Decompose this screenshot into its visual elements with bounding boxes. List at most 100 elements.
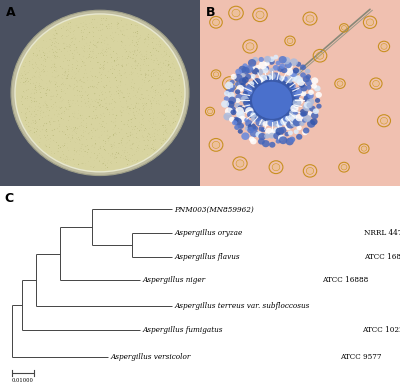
Circle shape: [230, 85, 236, 90]
Circle shape: [246, 76, 298, 124]
Circle shape: [240, 73, 245, 77]
Circle shape: [262, 75, 269, 82]
Circle shape: [252, 68, 259, 75]
Circle shape: [308, 90, 314, 95]
Circle shape: [293, 110, 298, 115]
Circle shape: [237, 160, 243, 167]
Circle shape: [248, 123, 256, 131]
Circle shape: [276, 61, 281, 65]
Circle shape: [278, 56, 287, 64]
Circle shape: [234, 125, 240, 130]
Circle shape: [288, 131, 293, 135]
Circle shape: [284, 76, 292, 83]
Circle shape: [268, 72, 276, 80]
Circle shape: [258, 77, 264, 83]
Circle shape: [290, 70, 297, 77]
Circle shape: [300, 64, 306, 70]
Text: ATCC 1022: ATCC 1022: [362, 326, 400, 334]
Circle shape: [294, 87, 302, 95]
Circle shape: [251, 115, 258, 122]
Circle shape: [266, 120, 272, 125]
Circle shape: [305, 69, 310, 74]
Circle shape: [287, 78, 293, 83]
Circle shape: [242, 77, 249, 83]
Circle shape: [296, 62, 301, 67]
Circle shape: [256, 131, 262, 137]
Circle shape: [239, 78, 247, 85]
Circle shape: [300, 91, 306, 97]
Circle shape: [233, 10, 239, 16]
Circle shape: [235, 89, 240, 94]
Circle shape: [307, 16, 313, 21]
Circle shape: [264, 61, 270, 66]
Circle shape: [289, 110, 294, 115]
Circle shape: [252, 57, 258, 62]
Circle shape: [278, 135, 285, 141]
Circle shape: [258, 61, 267, 69]
Circle shape: [258, 138, 265, 145]
Circle shape: [273, 132, 281, 139]
Circle shape: [373, 81, 379, 86]
Text: PNM003(MN859962): PNM003(MN859962): [174, 205, 254, 213]
Circle shape: [259, 75, 266, 82]
Circle shape: [286, 138, 294, 146]
Circle shape: [244, 87, 253, 95]
Circle shape: [236, 85, 244, 92]
Circle shape: [296, 69, 301, 74]
Circle shape: [249, 81, 254, 86]
Circle shape: [313, 108, 319, 114]
Circle shape: [242, 63, 248, 68]
Circle shape: [252, 82, 292, 119]
Circle shape: [284, 62, 292, 68]
Circle shape: [266, 75, 272, 80]
Circle shape: [304, 101, 312, 108]
Circle shape: [243, 91, 248, 96]
Circle shape: [224, 96, 229, 101]
Circle shape: [268, 120, 275, 127]
Circle shape: [276, 139, 281, 144]
Circle shape: [280, 118, 288, 125]
Circle shape: [300, 111, 306, 117]
Circle shape: [288, 113, 297, 121]
Circle shape: [289, 83, 296, 89]
Circle shape: [232, 120, 237, 125]
Circle shape: [228, 92, 235, 98]
Circle shape: [227, 101, 234, 108]
Circle shape: [257, 12, 263, 18]
Circle shape: [250, 112, 256, 117]
Circle shape: [362, 147, 366, 151]
Circle shape: [303, 128, 310, 134]
Circle shape: [274, 128, 279, 133]
Circle shape: [315, 98, 320, 103]
Circle shape: [273, 65, 279, 70]
Circle shape: [294, 103, 299, 108]
Circle shape: [276, 122, 282, 128]
Circle shape: [229, 117, 235, 122]
Circle shape: [252, 80, 258, 85]
Circle shape: [278, 119, 284, 126]
Circle shape: [247, 111, 254, 118]
Circle shape: [285, 116, 291, 121]
Circle shape: [293, 99, 301, 107]
Circle shape: [311, 112, 318, 119]
Circle shape: [284, 132, 289, 136]
Circle shape: [381, 118, 387, 123]
Circle shape: [262, 140, 270, 147]
Circle shape: [281, 67, 287, 73]
Circle shape: [247, 127, 254, 133]
Circle shape: [233, 117, 239, 122]
Circle shape: [273, 121, 279, 127]
Circle shape: [221, 100, 229, 108]
Circle shape: [233, 118, 242, 126]
Circle shape: [382, 44, 386, 49]
Circle shape: [230, 110, 236, 115]
Text: ATCC 16883: ATCC 16883: [364, 253, 400, 261]
Circle shape: [250, 138, 257, 144]
Circle shape: [310, 118, 318, 125]
Circle shape: [309, 106, 316, 112]
Circle shape: [306, 74, 311, 79]
Circle shape: [296, 114, 303, 121]
Circle shape: [243, 99, 252, 107]
Circle shape: [226, 89, 232, 95]
Circle shape: [237, 105, 244, 111]
